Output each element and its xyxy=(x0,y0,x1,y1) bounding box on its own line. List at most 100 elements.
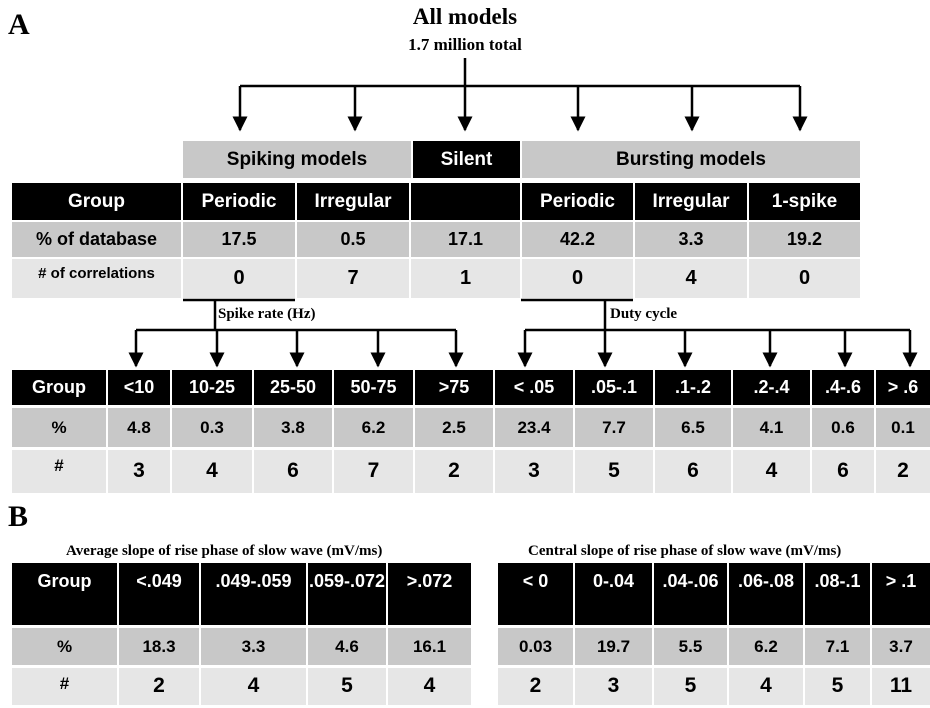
table-cell: # of correlations xyxy=(12,259,181,298)
table-cell: 0.5 xyxy=(297,222,409,257)
table-cell: .05-.1 xyxy=(575,370,653,405)
table-cell: 2 xyxy=(415,450,493,493)
table-cell: 6.5 xyxy=(655,408,731,447)
table-cell: 23.4 xyxy=(495,408,573,447)
table-cell: 19.7 xyxy=(575,628,652,665)
table-cell: 4 xyxy=(201,668,306,705)
table-cell: 3.8 xyxy=(254,408,332,447)
table-cell: 1 xyxy=(411,259,520,298)
table-cell: 2 xyxy=(498,668,573,705)
table-cell: .1-.2 xyxy=(655,370,731,405)
table-cell: .4-.6 xyxy=(812,370,874,405)
table-cell: Periodic xyxy=(183,183,295,220)
table-cell: 3 xyxy=(575,668,652,705)
table-cell: 16.1 xyxy=(388,628,471,665)
table-cell: 2 xyxy=(876,450,930,493)
table-cell: > .1 xyxy=(872,563,930,625)
table-cell: 0-.04 xyxy=(575,563,652,625)
table-cell: < 0 xyxy=(498,563,573,625)
table-cell: < .05 xyxy=(495,370,573,405)
table-cell: Silent xyxy=(413,141,520,178)
table-cell: Group xyxy=(12,563,117,625)
table-cell: 0 xyxy=(522,259,633,298)
panel-label: A xyxy=(8,8,30,41)
table-cell: 5.5 xyxy=(654,628,727,665)
table-cell: Group xyxy=(12,183,181,220)
table-cell: 11 xyxy=(872,668,930,705)
table-cell: 4 xyxy=(635,259,747,298)
subtitle: 1.7 million total xyxy=(408,35,522,54)
table-cell: >.072 xyxy=(388,563,471,625)
table-cell: 0.3 xyxy=(172,408,252,447)
table-cell: 4.6 xyxy=(308,628,386,665)
table-cell: 25-50 xyxy=(254,370,332,405)
table-cell: % xyxy=(12,628,117,665)
table-cell: 6 xyxy=(655,450,731,493)
table-cell: 6 xyxy=(254,450,332,493)
table-cell: 3.3 xyxy=(201,628,306,665)
table-cell: 17.1 xyxy=(411,222,520,257)
table-cell: Spiking models xyxy=(183,141,411,178)
table-cell: 3.3 xyxy=(635,222,747,257)
table-cell: 0 xyxy=(749,259,860,298)
table-cell: 5 xyxy=(575,450,653,493)
title: All models xyxy=(412,4,518,29)
table-cell: 2 xyxy=(119,668,199,705)
table-cell: Periodic xyxy=(522,183,633,220)
table-cell: 4.1 xyxy=(733,408,810,447)
table-cell: 0 xyxy=(183,259,295,298)
table-cell: 42.2 xyxy=(522,222,633,257)
table-cell: 17.5 xyxy=(183,222,295,257)
table-cell: 6.2 xyxy=(729,628,803,665)
table-cell: 4 xyxy=(388,668,471,705)
table-cell: .06-.08 xyxy=(729,563,803,625)
table-cell: >75 xyxy=(415,370,493,405)
table-cell xyxy=(411,183,520,220)
table-cell: % of database xyxy=(12,222,181,257)
table-cell: 0.1 xyxy=(876,408,930,447)
table-cell: 19.2 xyxy=(749,222,860,257)
table-cell: 5 xyxy=(308,668,386,705)
table-cell: .049-.059 xyxy=(201,563,306,625)
table-cell: .059-.072 xyxy=(308,563,386,625)
table-cell: .08-.1 xyxy=(805,563,870,625)
table-cell: Group xyxy=(12,370,106,405)
table-cell: 1-spike xyxy=(749,183,860,220)
caption: Central slope of rise phase of slow wave… xyxy=(528,543,842,559)
table-cell: > .6 xyxy=(876,370,930,405)
table-cell: Bursting models xyxy=(522,141,860,178)
table-cell: .04-.06 xyxy=(654,563,727,625)
table-cell: 6 xyxy=(812,450,874,493)
table-cell: <10 xyxy=(108,370,170,405)
table-cell: # xyxy=(12,668,117,705)
caption: Duty cycle xyxy=(610,306,678,322)
table-cell: 7.7 xyxy=(575,408,653,447)
panel-label: B xyxy=(8,500,29,533)
table-cell: 3.7 xyxy=(872,628,930,665)
table-cell: 4 xyxy=(729,668,803,705)
table-cell: 7.1 xyxy=(805,628,870,665)
caption: Average slope of rise phase of slow wave… xyxy=(66,543,383,559)
table-cell: 4.8 xyxy=(108,408,170,447)
table-cell: 4 xyxy=(172,450,252,493)
table-cell: 50-75 xyxy=(334,370,413,405)
table-cell: # xyxy=(12,450,106,493)
table-cell: Irregular xyxy=(297,183,409,220)
table-cell: Irregular xyxy=(635,183,747,220)
table-cell: 5 xyxy=(654,668,727,705)
table-cell: <.049 xyxy=(119,563,199,625)
table-cell: 10-25 xyxy=(172,370,252,405)
table-cell: .2-.4 xyxy=(733,370,810,405)
table-cell: 3 xyxy=(108,450,170,493)
table-cell: 2.5 xyxy=(415,408,493,447)
table-cell: 7 xyxy=(334,450,413,493)
table-cell: % xyxy=(12,408,106,447)
table-cell: 7 xyxy=(297,259,409,298)
caption: Spike rate (Hz) xyxy=(218,306,316,322)
table-cell: 4 xyxy=(733,450,810,493)
table-cell: 0.03 xyxy=(498,628,573,665)
table-cell: 3 xyxy=(495,450,573,493)
table-cell: 5 xyxy=(805,668,870,705)
